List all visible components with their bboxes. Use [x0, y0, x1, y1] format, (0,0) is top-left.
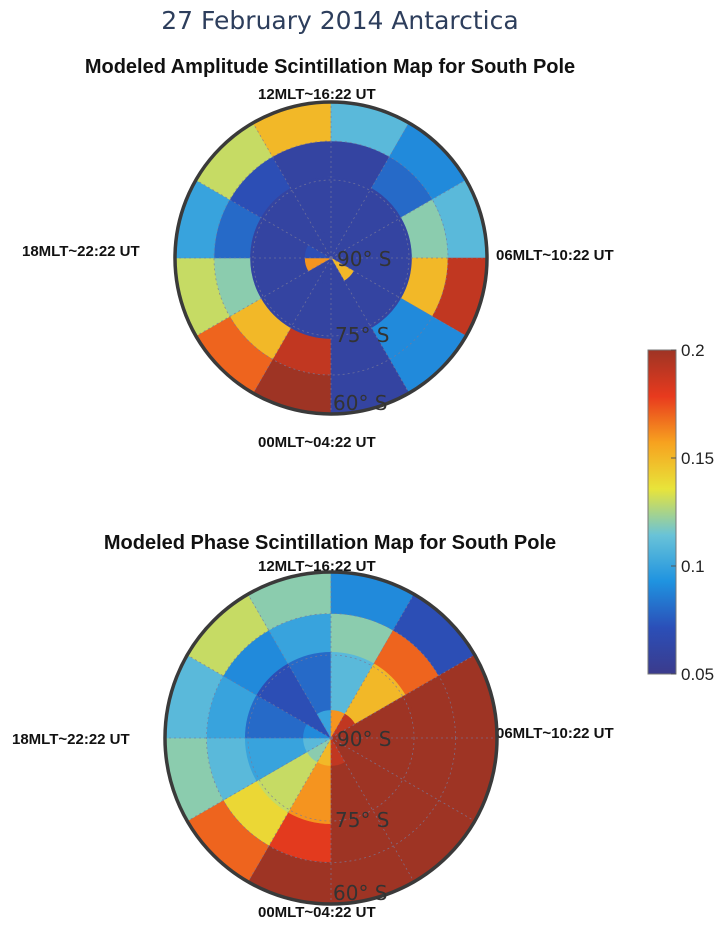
map-boundary — [173, 100, 489, 416]
grid-spoke — [330, 257, 467, 337]
amplitude-left-label: 18MLT~22:22 UT — [22, 243, 140, 260]
amplitude-polar-map: 90° S 75° S 60° S — [173, 100, 489, 416]
amplitude-bottom-label: 00MLT~04:22 UT — [258, 434, 376, 451]
phase-right-label: 06MLT~10:22 UT — [496, 725, 614, 742]
grid-circle — [206, 613, 456, 863]
colorbar-tick-label: 0.2 — [681, 341, 705, 360]
phase-polar-map: 90° S 75° S 60° S — [163, 570, 499, 906]
amplitude-map-title: Modeled Amplitude Scintillation Map for … — [84, 56, 576, 78]
ring-label-2: 60° S — [333, 881, 388, 905]
colorbar — [647, 349, 677, 675]
colorbar-tick-label: 0.1 — [681, 557, 705, 576]
amplitude-top-label: 12MLT~16:22 UT — [258, 86, 376, 103]
grid-spoke — [330, 122, 410, 259]
grid-spoke — [195, 179, 332, 259]
phase-left-label: 18MLT~22:22 UT — [12, 731, 130, 748]
ring-label-0: 90° S — [337, 727, 392, 751]
grid-spoke — [330, 179, 467, 259]
map-boundary — [163, 570, 499, 906]
grid-circle — [247, 654, 415, 822]
ring-label-1: 75° S — [335, 808, 390, 832]
phase-map-title: Modeled Phase Scintillation Map for Sout… — [103, 532, 557, 554]
colorbar-tick-label: 0.05 — [681, 665, 714, 684]
ring-label-2: 60° S — [333, 391, 388, 415]
figure-title: 27 February 2014 Antarctica — [161, 6, 519, 35]
amplitude-right-label: 06MLT~10:22 UT — [496, 247, 614, 264]
grid-circle — [252, 179, 410, 337]
phase-bottom-label: 00MLT~04:22 UT — [258, 904, 376, 921]
grid-spoke — [330, 257, 410, 394]
grid-spoke — [252, 257, 332, 394]
grid-spoke — [252, 122, 332, 259]
colorbar-tick-label: 0.15 — [681, 449, 714, 468]
grid-spoke — [195, 257, 332, 337]
ring-label-1: 75° S — [335, 323, 390, 347]
ring-label-0: 90° S — [337, 247, 392, 271]
phase-top-label: 12MLT~16:22 UT — [258, 558, 376, 575]
